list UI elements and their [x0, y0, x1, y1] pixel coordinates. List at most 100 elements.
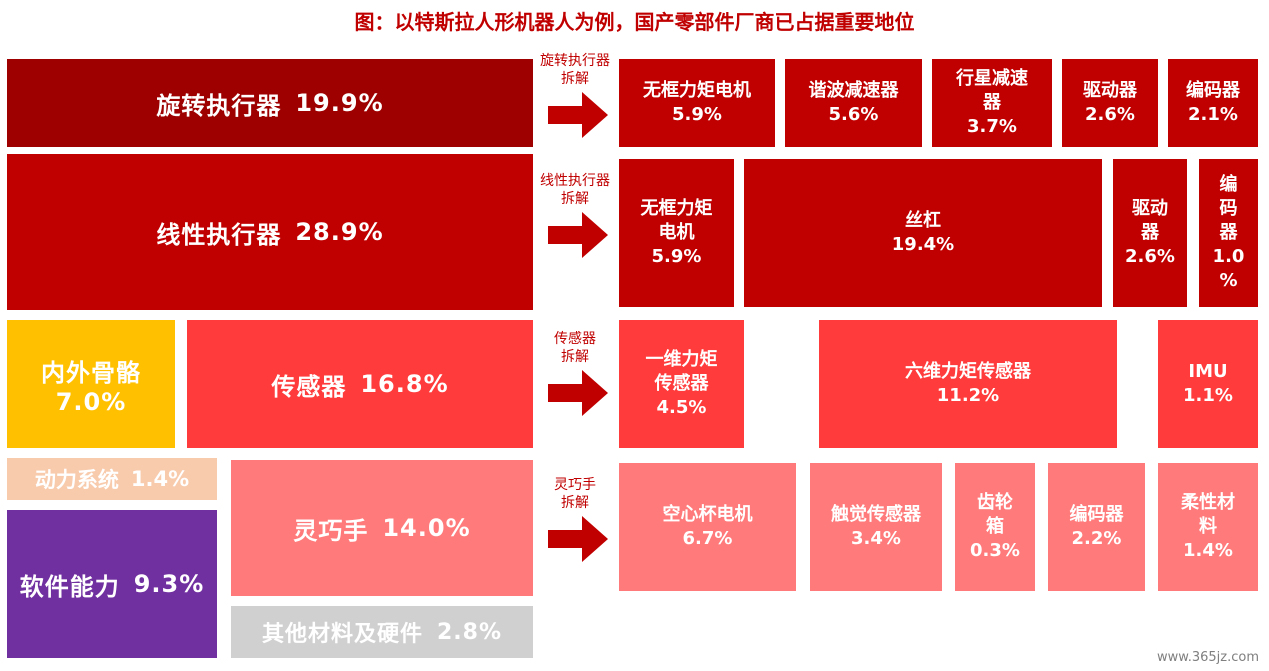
- sensor-value: 16.8%: [360, 370, 449, 398]
- part-label: 空心杯电机: [662, 504, 753, 525]
- part-label: 驱动: [1132, 198, 1168, 219]
- watermark: www.365jz.com: [1157, 650, 1259, 665]
- part-label: 驱动器: [1083, 80, 1137, 101]
- part-value: 6.7%: [682, 528, 733, 549]
- part-value: 5.9%: [651, 246, 702, 267]
- part-value: 1.1%: [1183, 385, 1233, 406]
- part-value: 2.6%: [1125, 246, 1175, 267]
- hand-part: 空心杯电机 6.7%: [619, 463, 796, 591]
- part-label: 谐波减速器: [808, 80, 899, 101]
- sensor-breakdown-arrow: 传感器 拆解: [540, 330, 610, 420]
- arrow-label: 线性执行器: [540, 173, 610, 189]
- arrow-label: 拆解: [561, 191, 589, 207]
- sensor-label: 传感器: [271, 372, 347, 401]
- rotary-part: 驱动器 2.6%: [1062, 59, 1158, 147]
- software-value: 9.3%: [133, 570, 205, 598]
- part-value: 1.4%: [1183, 540, 1233, 561]
- part-label: 器: [983, 92, 1001, 113]
- hand-breakdown-arrow: 灵巧手 拆解: [540, 476, 610, 566]
- arrow-label: 灵巧手: [554, 477, 596, 493]
- part-label: 无框力矩: [640, 198, 713, 219]
- linear-actuator-value: 28.9%: [295, 218, 384, 246]
- part-label: 编码器: [1186, 80, 1240, 101]
- part-value: 5.6%: [828, 104, 879, 125]
- part-label: 编码器: [1069, 504, 1124, 525]
- rotary-actuator-block: 旋转执行器 19.9%: [7, 59, 533, 147]
- dexterous-hand-value: 14.0%: [382, 514, 471, 542]
- part-value: 11.2%: [936, 385, 1000, 406]
- hand-part: 编码器 2.2%: [1048, 463, 1145, 591]
- sensor-part: IMU 1.1%: [1158, 320, 1258, 448]
- part-value: 19.4%: [891, 234, 955, 255]
- other-hardware-label: 其他材料及硬件: [261, 622, 423, 647]
- part-value: 2.1%: [1188, 104, 1238, 125]
- part-label: 行星减速: [956, 68, 1028, 89]
- power-system-block: 动力系统 1.4%: [7, 458, 217, 500]
- linear-actuator-block: 线性执行器 28.9%: [7, 154, 533, 310]
- part-label: 齿轮: [977, 492, 1013, 513]
- skeleton-block: 内外骨骼 7.0%: [7, 320, 175, 448]
- arrow-label: 拆解: [561, 495, 589, 511]
- rotary-actuator-value: 19.9%: [295, 89, 384, 117]
- dexterous-hand-block: 灵巧手 14.0%: [231, 460, 533, 596]
- dexterous-hand-label: 灵巧手: [293, 516, 369, 545]
- right-arrow-icon: [548, 370, 608, 416]
- power-system-value: 1.4%: [130, 467, 190, 491]
- part-label: 编: [1219, 174, 1238, 195]
- rotary-breakdown-arrow: 旋转执行器 拆解: [540, 52, 610, 142]
- other-hardware-value: 2.8%: [437, 619, 503, 645]
- part-value: %: [1219, 270, 1238, 291]
- part-value: 2.2%: [1071, 528, 1122, 549]
- part-label: 丝杠: [905, 210, 941, 231]
- part-label: 六维力矩传感器: [905, 361, 1031, 382]
- right-arrow-icon: [548, 92, 608, 138]
- sensor-part: 一维力矩传感器 4.5%: [619, 320, 744, 448]
- part-value: 4.5%: [656, 397, 707, 418]
- sensor-part: 六维力矩传感器 11.2%: [819, 320, 1117, 448]
- part-value: 3.4%: [851, 528, 901, 549]
- power-system-label: 动力系统: [34, 468, 119, 492]
- part-value: 1.0: [1212, 246, 1245, 267]
- part-label: 触觉传感器: [831, 504, 921, 525]
- part-label: 无框力矩电机: [643, 80, 751, 101]
- linear-actuator-label: 线性执行器: [156, 220, 282, 249]
- arrow-label: 旋转执行器: [540, 53, 610, 69]
- software-block: 软件能力 9.3%: [7, 510, 217, 658]
- part-label: 柔性材: [1181, 492, 1235, 513]
- part-value: 3.7%: [967, 116, 1017, 137]
- software-label: 软件能力: [19, 572, 120, 601]
- part-label: 一维力矩: [645, 349, 718, 370]
- page-title: 图：以特斯拉人形机器人为例，国产零部件厂商已占据重要地位: [354, 10, 915, 34]
- linear-breakdown-arrow: 线性执行器 拆解: [540, 172, 610, 262]
- rotary-part: 编码器 2.1%: [1168, 59, 1258, 147]
- linear-part: 丝杠 19.4%: [744, 159, 1102, 307]
- part-label: 箱: [986, 516, 1004, 537]
- linear-part: 驱动器 2.6%: [1113, 159, 1187, 307]
- part-label: 码: [1219, 198, 1238, 219]
- hand-part: 柔性材料 1.4%: [1158, 463, 1258, 591]
- part-label: 器: [1219, 222, 1238, 243]
- skeleton-value: 7.0%: [55, 387, 127, 416]
- part-label: 传感器: [654, 373, 709, 394]
- sensor-block: 传感器 16.8%: [187, 320, 533, 448]
- rotary-part: 谐波减速器 5.6%: [785, 59, 922, 147]
- rotary-actuator-label: 旋转执行器: [156, 91, 282, 120]
- part-label: 器: [1141, 222, 1159, 243]
- part-value: 5.9%: [672, 104, 722, 125]
- other-hardware-block: 其他材料及硬件 2.8%: [231, 606, 533, 658]
- rotary-part: 行星减速器 3.7%: [932, 59, 1052, 147]
- hand-part: 齿轮箱 0.3%: [955, 463, 1035, 591]
- linear-part: 编码器 1.0%: [1199, 159, 1258, 307]
- arrow-label: 拆解: [561, 71, 589, 87]
- part-label: IMU: [1188, 361, 1228, 382]
- part-label: 电机: [658, 222, 695, 243]
- right-arrow-icon: [548, 212, 608, 258]
- part-value: 0.3%: [970, 540, 1020, 561]
- part-value: 2.6%: [1085, 104, 1135, 125]
- hand-part: 触觉传感器 3.4%: [810, 463, 942, 591]
- rotary-part: 无框力矩电机 5.9%: [619, 59, 775, 147]
- arrow-label: 拆解: [561, 349, 589, 365]
- part-label: 料: [1199, 516, 1217, 537]
- linear-part: 无框力矩电机 5.9%: [619, 159, 734, 307]
- right-arrow-icon: [548, 516, 608, 562]
